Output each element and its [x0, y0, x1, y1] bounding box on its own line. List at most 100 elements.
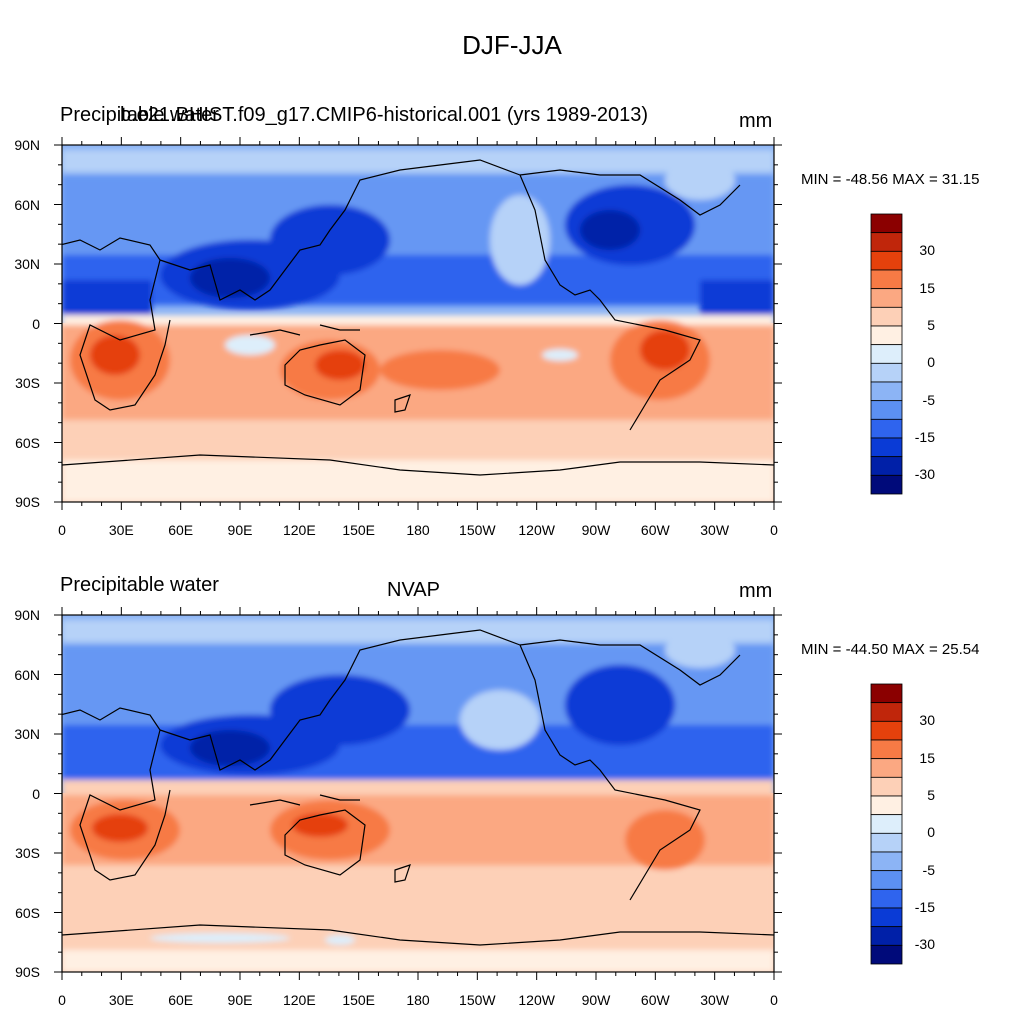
panel2-stats: MIN = -44.50 MAX = 25.54	[801, 641, 980, 658]
colorbar-swatch	[870, 381, 903, 402]
colorbar-swatch	[870, 683, 903, 704]
colorbar-swatch	[870, 437, 903, 458]
panel1-lon-tick-label: 120E	[282, 522, 316, 538]
colorbar-swatch	[870, 400, 903, 420]
panel2-lon-tick-label: 60W	[640, 992, 670, 1008]
colorbar-swatch	[870, 926, 903, 946]
panel1-lon-tick-label: 90W	[581, 522, 611, 538]
colorbar2-label: -30	[914, 936, 935, 953]
panel2-left-label: Precipitable water	[60, 574, 219, 596]
colorbar-swatch	[870, 702, 903, 722]
panel2-lon-tick-label: 120W	[518, 992, 555, 1008]
colorbar-swatch	[870, 888, 903, 909]
panel2-lon-tick-label: 60E	[168, 992, 194, 1008]
colorbar-swatch	[870, 851, 903, 872]
colorbar-swatch	[870, 344, 903, 364]
colorbar-swatch	[870, 776, 903, 797]
colorbar-swatch	[870, 832, 903, 853]
colorbar2-label: -5	[922, 861, 935, 878]
panel2-colorbar	[870, 683, 903, 965]
panel1-lon-tick-label: 150W	[459, 522, 496, 538]
panel1-ticks	[54, 137, 782, 510]
panel1-lat-tick-label: 30S	[15, 375, 40, 391]
panel1-lon-tick-label: 0	[770, 522, 778, 538]
panel2-lon-tick-label: 30W	[700, 992, 730, 1008]
panel1-units: mm	[739, 110, 773, 132]
colorbar2-label: -15	[914, 899, 935, 915]
colorbar-swatch	[870, 362, 903, 383]
colorbar-swatch	[870, 474, 903, 495]
panel1-lat-tick-label: 30N	[14, 256, 40, 272]
panel2-lat-tick-label: 90S	[15, 964, 40, 980]
colorbar1-label: -30	[914, 466, 935, 483]
colorbar-swatch	[870, 720, 903, 741]
panel2-lon-tick-label: 90E	[227, 992, 253, 1008]
panel1-lon-tick-label: 120W	[518, 522, 555, 538]
panel1-lat-tick-label: 0	[32, 315, 40, 332]
colorbar1-label: 15	[919, 279, 935, 296]
colorbar-swatch	[870, 456, 903, 476]
colorbar1-label: 5	[927, 317, 935, 333]
panel2-lat-tick-label: 30S	[15, 845, 40, 861]
panel2-center-label: NVAP	[387, 579, 440, 601]
panel2-lon-tick-label: 150W	[459, 992, 496, 1008]
colorbar-swatch	[870, 288, 903, 308]
panel1-lat-tick-label: 60S	[15, 434, 40, 451]
panel2-lon-tick-label: 180	[406, 992, 430, 1008]
colorbar-swatch	[870, 213, 903, 234]
colorbar2-label: 30	[919, 712, 935, 729]
colorbar-swatch	[870, 944, 903, 965]
colorbar-swatch	[870, 795, 903, 816]
panel1-lon-tick-label: 60E	[168, 522, 194, 538]
panel2-units: mm	[739, 580, 773, 602]
colorbar1-label: 0	[927, 354, 935, 371]
panel2-lat-tick-label: 30N	[14, 726, 40, 742]
panel2-lat-tick-label: 0	[32, 785, 40, 802]
panel1-stats: MIN = -48.56 MAX = 31.15	[801, 171, 980, 188]
colorbar-swatch	[870, 758, 903, 778]
panel1-map	[54, 137, 782, 510]
panel2-lat-tick-label: 90N	[14, 607, 40, 623]
panel1-lat-tick-label: 90N	[14, 137, 40, 153]
colorbar2-label: 5	[927, 787, 935, 803]
panel1-lon-tick-label: 30E	[108, 522, 134, 538]
panel1-lat-tick-label: 90S	[15, 494, 40, 510]
panel2-ticks	[54, 607, 782, 980]
panel2-lon-tick-label: 90W	[581, 992, 611, 1008]
panel1-lon-tick-label: 180	[406, 522, 430, 538]
colorbar1-label: 30	[919, 242, 935, 259]
colorbar-swatch	[870, 739, 903, 760]
colorbar-swatch	[870, 870, 903, 890]
colorbar1-label: -5	[922, 391, 935, 408]
panel1-left-label: Precipitable water	[60, 104, 219, 126]
panel2-lat-tick-label: 60N	[14, 666, 40, 683]
panel1-lon-tick-label: 30W	[700, 522, 730, 538]
panel2-lon-tick-label: 150E	[342, 992, 376, 1008]
colorbar-swatch	[870, 907, 903, 928]
panel2-coastlines	[62, 629, 774, 946]
panel1-center-label: b.e21.BHIST.f09_g17.CMIP6-historical.001…	[120, 104, 649, 126]
figure-title: DJF-JJA	[462, 30, 562, 60]
colorbar-swatch	[870, 269, 903, 290]
colorbar2-label: 15	[919, 749, 935, 766]
panel1-lon-tick-label: 150E	[342, 522, 376, 538]
panel2-lon-tick-label: 30E	[108, 992, 134, 1008]
panel2-lon-tick-label: 0	[58, 992, 66, 1008]
colorbar-swatch	[870, 418, 903, 439]
colorbar-swatch	[870, 814, 903, 834]
panel1-coastlines	[62, 159, 774, 476]
colorbar1-label: -15	[914, 429, 935, 445]
panel1-lon-tick-label: 0	[58, 522, 66, 538]
colorbar-swatch	[870, 306, 903, 327]
panel1-colorbar	[870, 213, 903, 495]
panel2-lon-tick-label: 0	[770, 992, 778, 1008]
panel1-lon-tick-label: 90E	[227, 522, 253, 538]
colorbar2-label: 0	[927, 824, 935, 841]
panel1-lon-tick-label: 60W	[640, 522, 670, 538]
panel2-lon-tick-label: 120E	[282, 992, 316, 1008]
panel2-lat-tick-label: 60S	[15, 904, 40, 921]
panel1-lat-tick-label: 60N	[14, 196, 40, 213]
panel2-map	[54, 607, 782, 980]
colorbar-swatch	[870, 232, 903, 252]
